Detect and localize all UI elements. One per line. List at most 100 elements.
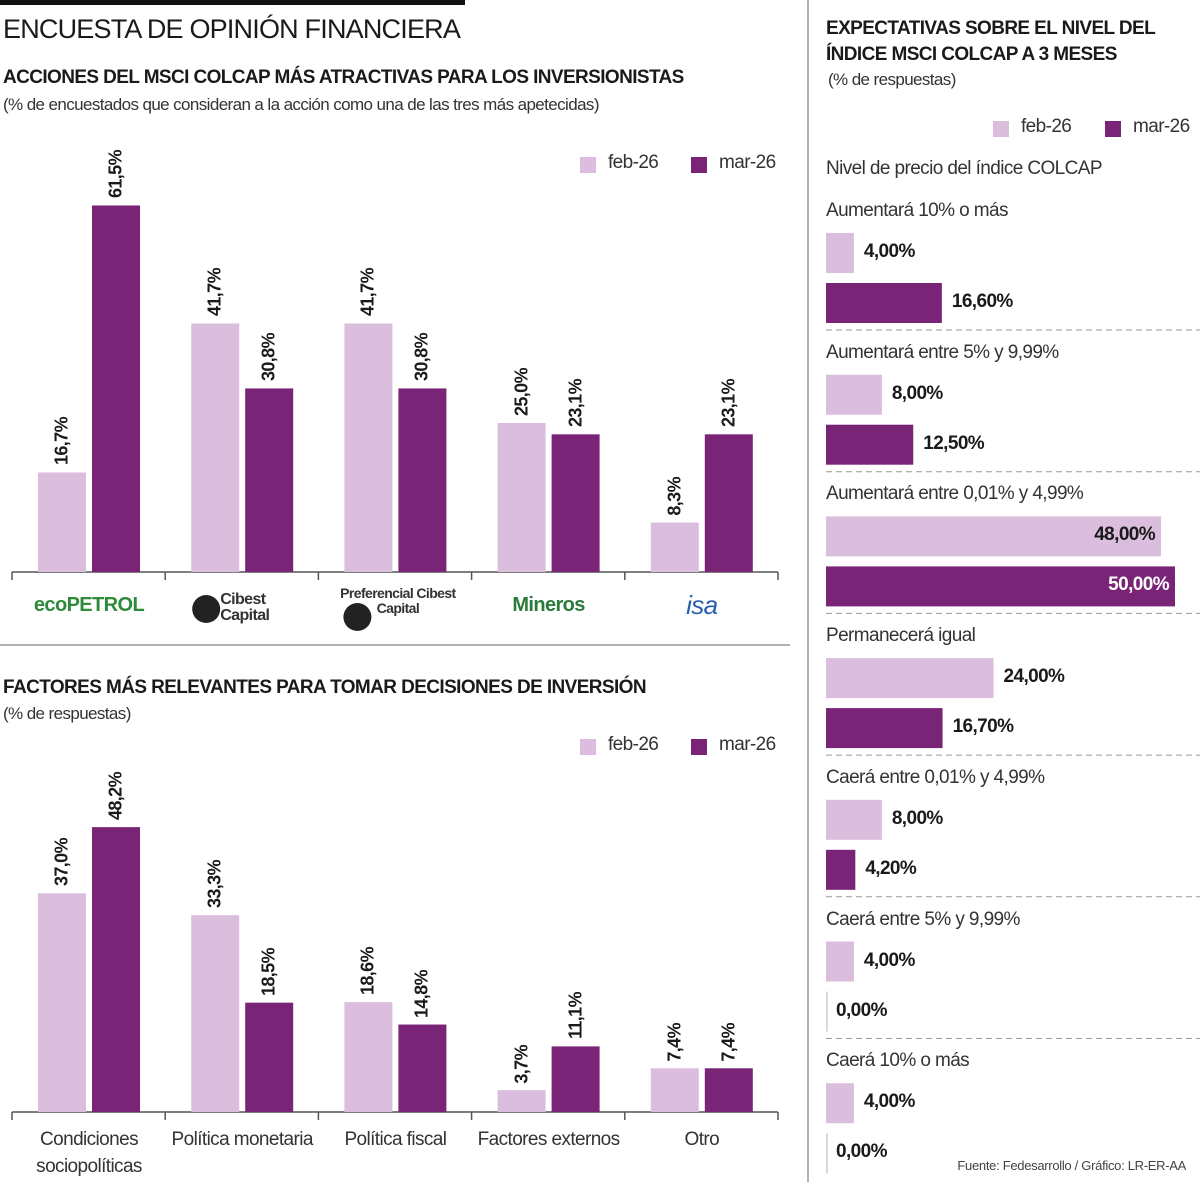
legend-swatch (993, 121, 1009, 137)
category-axis-title: Nivel de precio del índice COLCAP (826, 158, 1103, 179)
category-label: Política fiscal (344, 1129, 447, 1150)
chart-subtitle: (% de respuestas) (3, 704, 131, 723)
bar (826, 1083, 854, 1124)
value-label: 4,00% (863, 1091, 915, 1113)
legend-swatch (691, 157, 707, 173)
bar (826, 941, 854, 982)
value-label: 0,00% (836, 999, 887, 1021)
category-label: Aumentará 10% o más (826, 200, 1008, 221)
page-title: ENCUESTA DE OPINIÓN FINANCIERA (3, 14, 461, 44)
value-label: 7,4% (718, 1022, 739, 1062)
bar (826, 374, 882, 415)
value-label: 30,8% (411, 333, 432, 382)
chart-title: EXPECTATIVAS SOBRE EL NIVEL DEL ÍNDICE M… (826, 18, 1155, 65)
value-label: 18,6% (357, 947, 378, 996)
category-label: Caerá entre 5% y 9,99% (826, 908, 1020, 930)
chart-subtitle: (% de encuestados que consideran a la ac… (3, 95, 599, 114)
category-label: Factores externos (477, 1129, 620, 1150)
value-label: 8,00% (891, 807, 943, 829)
bar (398, 388, 447, 572)
bar (245, 388, 294, 572)
category-label: Condiciones sociopolíticas (36, 1129, 142, 1177)
bar (826, 658, 994, 699)
bar (245, 1002, 294, 1112)
bar (551, 1046, 600, 1112)
value-label: 33,3% (204, 860, 225, 909)
value-label: 23,1% (718, 379, 739, 428)
legend-label: mar-26 (719, 734, 776, 755)
bar (38, 893, 86, 1112)
value-label: 18,5% (258, 947, 279, 996)
bar (650, 1068, 699, 1112)
legend-swatch (580, 157, 596, 173)
value-label: 61,5% (105, 150, 126, 199)
logo-icon (192, 595, 221, 623)
source: Fuente: Fedesarrollo / Gráfico: LR-ER-AA (957, 1158, 1186, 1173)
value-label: 0,00% (836, 1141, 887, 1163)
legend-label: mar-26 (1133, 116, 1190, 137)
category-label: Mineros (512, 594, 585, 616)
chart-subtitle: (% de respuestas) (828, 70, 956, 89)
value-label: 24,00% (1003, 666, 1065, 688)
category-label: Aumentará entre 5% y 9,99% (826, 341, 1059, 363)
header-rule (0, 0, 465, 5)
legend-label: feb-26 (608, 734, 659, 755)
category-label: Caerá 10% o más (826, 1050, 970, 1072)
value-label: 25,0% (511, 367, 532, 416)
value-label: 41,7% (357, 268, 378, 317)
bar (704, 1068, 753, 1112)
category-label: Cibest Capital (220, 591, 270, 624)
legend-swatch (691, 739, 707, 755)
value-label: 8,3% (664, 476, 685, 516)
bar (92, 205, 140, 572)
bar (826, 283, 942, 323)
value-label: 4,00% (863, 949, 915, 971)
value-label: 3,7% (511, 1044, 532, 1084)
category-label: isa (686, 590, 718, 620)
bar (704, 434, 753, 572)
bar (191, 915, 240, 1112)
value-label: 7,4% (664, 1022, 685, 1062)
legend-label: feb-26 (1021, 116, 1072, 137)
bar (497, 1090, 546, 1112)
value-label: 30,8% (258, 333, 279, 382)
legend-label: feb-26 (608, 152, 659, 173)
chart-title: ACCIONES DEL MSCI COLCAP MÁS ATRACTIVAS … (3, 67, 684, 88)
bar (826, 849, 856, 890)
value-label: 4,20% (865, 857, 917, 879)
value-label: 48,2% (105, 772, 126, 821)
bar (191, 323, 240, 572)
bar (38, 472, 86, 572)
legend-swatch (580, 739, 596, 755)
value-label: 16,70% (952, 716, 1014, 738)
bar (497, 423, 546, 572)
value-label: 11,1% (565, 992, 586, 1040)
bar (826, 233, 854, 273)
category-label: Política monetaria (171, 1129, 314, 1150)
value-label: 14,8% (411, 969, 432, 1018)
bar (826, 424, 914, 465)
bar (826, 708, 943, 749)
category-label: Preferencial Cibest Capital (340, 585, 456, 616)
bar (650, 522, 699, 572)
chart-title: FACTORES MÁS RELEVANTES PARA TOMAR DECIS… (3, 677, 647, 698)
value-label: 12,50% (923, 432, 985, 454)
bar (826, 566, 1175, 607)
bar (344, 323, 393, 572)
value-label: 41,7% (204, 268, 225, 317)
bar (398, 1024, 447, 1112)
bar (826, 516, 1162, 557)
value-label: 8,00% (891, 382, 943, 404)
value-label: 4,00% (863, 241, 915, 262)
category-label: Permanecerá igual (826, 625, 976, 647)
value-label: 48,00% (1094, 524, 1156, 546)
value-label: 23,1% (565, 379, 586, 428)
value-label: 37,0% (51, 838, 72, 887)
value-label: 16,60% (951, 291, 1013, 312)
bar (826, 799, 882, 840)
logo-icon (343, 603, 372, 631)
category-label: Aumentará entre 0,01% y 4,99% (826, 483, 1084, 505)
category-label: ecoPETROL (33, 594, 145, 616)
